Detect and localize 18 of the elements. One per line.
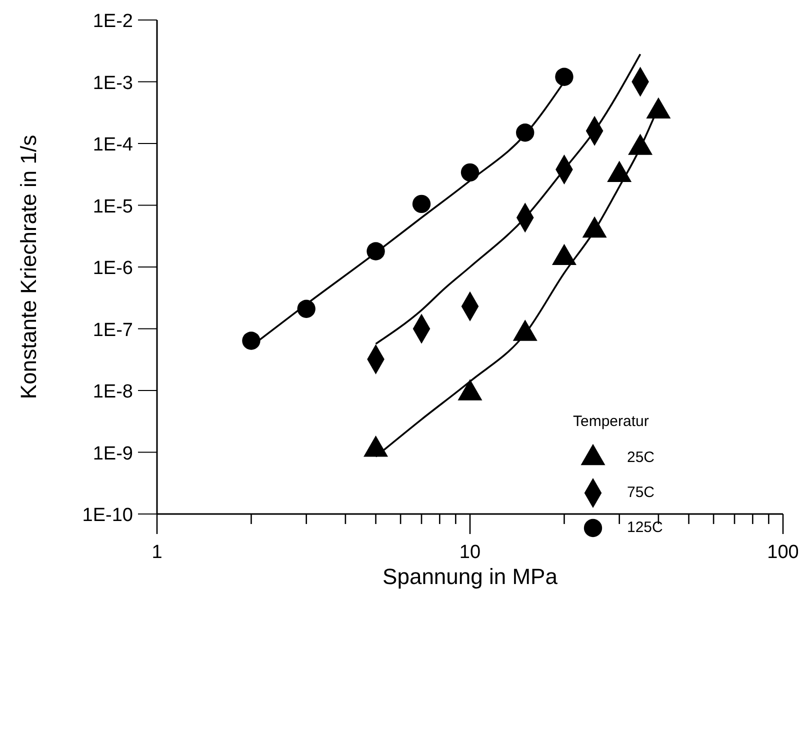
- y-tick-label: 1E-3: [92, 72, 133, 94]
- y-tick-label: 1E-10: [82, 505, 133, 526]
- y-tick-label: 1E-2: [92, 11, 133, 32]
- x-tick-label: 1: [152, 542, 162, 563]
- x-axis-title: Spannung in MPa: [382, 564, 558, 589]
- legend-title: Temperatur: [573, 413, 650, 430]
- y-axis-title: Konstante Kriechrate in 1/s: [16, 134, 41, 400]
- x-tick-label: 100: [767, 542, 799, 563]
- y-tick-label: 1E-4: [92, 134, 134, 156]
- y-tick-label: 1E-6: [92, 258, 133, 279]
- y-tick-label: 1E-8: [92, 382, 133, 402]
- y-tick-label: 1E-9: [92, 443, 133, 464]
- legend-label: 75C: [627, 484, 655, 501]
- y-tick-label: 1E-7: [92, 320, 133, 341]
- legend-label: 125C: [627, 519, 663, 536]
- y-tick-label: 1E-5: [92, 196, 133, 218]
- legend-label: 25C: [627, 449, 655, 466]
- x-tick-label: 10: [459, 542, 481, 563]
